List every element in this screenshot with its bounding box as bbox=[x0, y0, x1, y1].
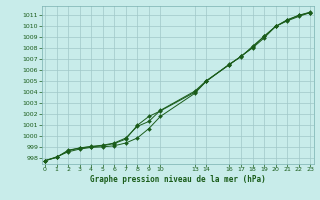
X-axis label: Graphe pression niveau de la mer (hPa): Graphe pression niveau de la mer (hPa) bbox=[90, 175, 266, 184]
